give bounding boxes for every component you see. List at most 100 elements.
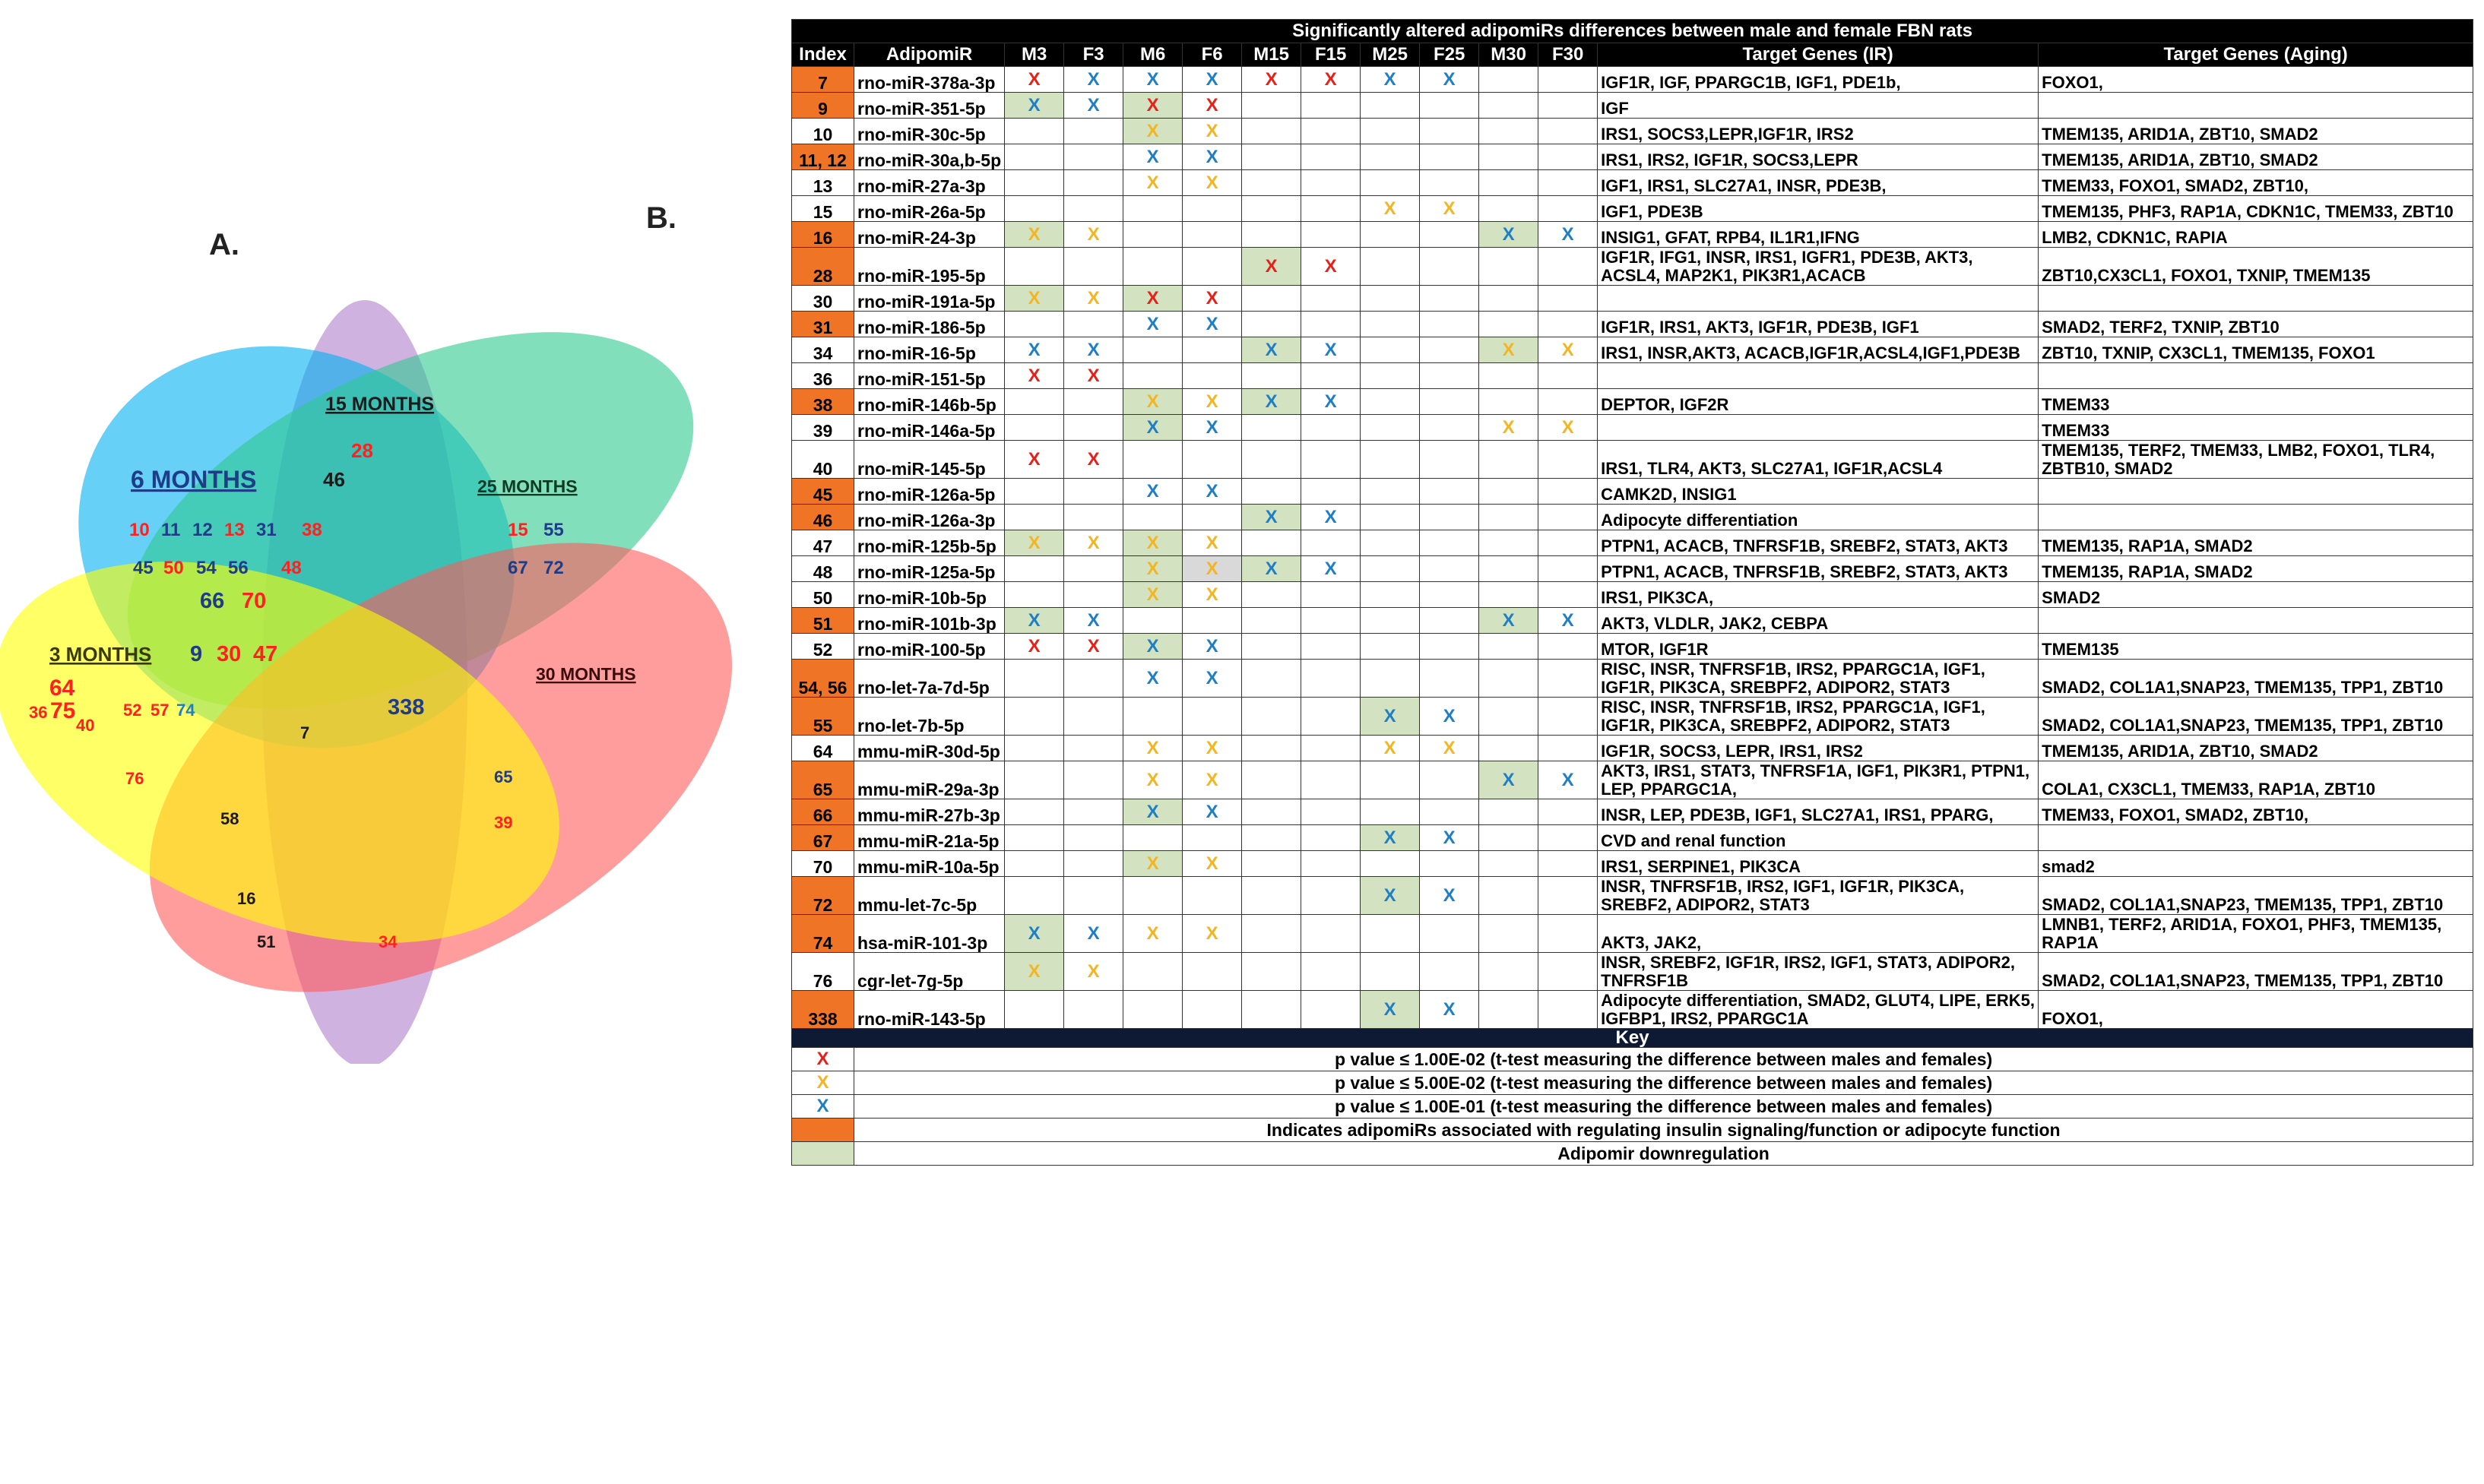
- significance-cell: [1063, 581, 1124, 608]
- significance-cell: X: [1182, 311, 1243, 337]
- significance-cell: X: [1004, 952, 1065, 991]
- significance-cell: [1063, 144, 1124, 170]
- key-swatch: [791, 1118, 854, 1142]
- significance-cell: [1063, 850, 1124, 877]
- significance-mark: X: [1146, 558, 1159, 579]
- significance-mark: X: [1324, 339, 1337, 360]
- venn-number: 76: [125, 769, 144, 788]
- significance-cell: [1301, 633, 1361, 660]
- table-row: 28 rno-miR-195-5p X X IGF1R, IFG1, INSR, IRS…: [791, 247, 2474, 286]
- significance-cell: X: [1182, 761, 1243, 799]
- adipomir-cell: rno-miR-100-5p: [853, 633, 1006, 660]
- key-text: p value ≤ 1.00E-02 (t-test measuring the…: [853, 1047, 2474, 1071]
- target-genes-ir-cell: INSIG1, GFAT, RPB4, IL1R1,IFNG: [1597, 221, 2039, 248]
- significance-cell: [1478, 311, 1539, 337]
- column-header: M25: [1360, 43, 1421, 67]
- significance-cell: [1419, 440, 1480, 479]
- significance-cell: X: [1123, 530, 1183, 556]
- significance-cell: [1360, 952, 1421, 991]
- significance-cell: [1419, 285, 1480, 312]
- target-genes-aging-cell: TMEM135: [2038, 633, 2474, 660]
- significance-mark: X: [1443, 198, 1456, 219]
- target-genes-ir-cell: IGF1R, IFG1, INSR, IRS1, IGFR1, PDE3B, A…: [1597, 247, 2039, 286]
- significance-cell: X: [1478, 221, 1539, 248]
- venn-number: 55: [543, 520, 564, 540]
- venn-number: 51: [257, 932, 275, 951]
- significance-cell: [1538, 118, 1598, 144]
- target-genes-ir-cell: IRS1, SOCS3,LEPR,IGF1R, IRS2: [1597, 118, 2039, 144]
- significance-cell: X: [1004, 285, 1065, 312]
- significance-cell: [1419, 144, 1480, 170]
- venn-number: 50: [163, 558, 184, 578]
- significance-cell: X: [1360, 66, 1421, 93]
- key-header-row: Key: [791, 1028, 2474, 1048]
- significance-cell: [1360, 504, 1421, 530]
- venn-diagram: 15 MONTHS 6 MONTHS 25 MONTHS 30 MONTHS 3…: [0, 300, 733, 1064]
- significance-mark: X: [1324, 255, 1337, 277]
- target-genes-ir-cell: PTPN1, ACACB, TNFRSF1B, SREBF2, STAT3, A…: [1597, 555, 2039, 582]
- significance-cell: [1241, 824, 1302, 851]
- significance-cell: [1241, 195, 1302, 222]
- significance-cell: [1301, 761, 1361, 799]
- index-cell: 7: [791, 66, 854, 93]
- significance-cell: [1360, 659, 1421, 698]
- target-genes-ir-cell: MTOR, IGF1R: [1597, 633, 2039, 660]
- significance-cell: [1123, 362, 1183, 389]
- significance-cell: [1241, 952, 1302, 991]
- significance-mark: X: [1087, 448, 1100, 470]
- target-genes-ir-cell: [1597, 285, 2039, 312]
- significance-cell: X: [1063, 607, 1124, 634]
- significance-cell: [1478, 504, 1539, 530]
- significance-cell: [1538, 311, 1598, 337]
- significance-cell: [1538, 990, 1598, 1029]
- significance-cell: X: [1182, 66, 1243, 93]
- significance-cell: X: [1182, 659, 1243, 698]
- table-row: 66 mmu-miR-27b-3p X X INSR, LEP, PDE3B, IGF1…: [791, 799, 2474, 825]
- significance-cell: X: [1123, 581, 1183, 608]
- significance-cell: X: [1123, 92, 1183, 119]
- significance-cell: [1301, 697, 1361, 736]
- table-row: 52 rno-miR-100-5p X X X X MTOR, IGF1R TMEM135: [791, 633, 2474, 660]
- significance-mark: X: [1146, 287, 1159, 309]
- venn-label-3-months: 3 MONTHS: [49, 643, 151, 666]
- significance-cell: [1301, 607, 1361, 634]
- significance-cell: [1241, 850, 1302, 877]
- significance-cell: [1478, 697, 1539, 736]
- target-genes-ir-cell: IRS1, SERPINE1, PIK3CA: [1597, 850, 2039, 877]
- venn-number: 13: [224, 520, 245, 540]
- significance-cell: [1538, 478, 1598, 505]
- significance-cell: [1538, 824, 1598, 851]
- key-symbol: X: [816, 1096, 829, 1116]
- column-header: AdipomiR: [853, 43, 1006, 67]
- significance-cell: [1478, 799, 1539, 825]
- significance-cell: [1123, 221, 1183, 248]
- significance-cell: [1004, 824, 1065, 851]
- significance-cell: [1478, 247, 1539, 286]
- significance-cell: [1123, 504, 1183, 530]
- significance-cell: [1182, 337, 1243, 363]
- significance-cell: [1538, 195, 1598, 222]
- significance-cell: [1301, 478, 1361, 505]
- target-genes-aging-cell: TMEM135, RAP1A, SMAD2: [2038, 530, 2474, 556]
- significance-cell: X: [1123, 285, 1183, 312]
- adipomir-cell: cgr-let-7g-5p: [853, 952, 1006, 991]
- significance-cell: [1538, 581, 1598, 608]
- key-text: p value ≤ 5.00E-02 (t-test measuring the…: [853, 1071, 2474, 1095]
- significance-cell: [1360, 414, 1421, 441]
- significance-cell: [1004, 169, 1065, 196]
- significance-cell: [1241, 414, 1302, 441]
- significance-cell: X: [1063, 530, 1124, 556]
- column-header: M15: [1241, 43, 1302, 67]
- significance-mark: X: [1502, 416, 1515, 438]
- venn-number: 70: [242, 589, 266, 613]
- significance-cell: [1301, 990, 1361, 1029]
- adipomir-cell: rno-let-7b-5p: [853, 697, 1006, 736]
- index-cell: 48: [791, 555, 854, 582]
- significance-cell: [1538, 530, 1598, 556]
- significance-cell: [1538, 633, 1598, 660]
- significance-cell: [1004, 850, 1065, 877]
- significance-mark: X: [1146, 146, 1159, 167]
- target-genes-aging-cell: ZBT10, TXNIP, CX3CL1, TMEM135, FOXO1: [2038, 337, 2474, 363]
- adipomir-cell: rno-miR-125b-5p: [853, 530, 1006, 556]
